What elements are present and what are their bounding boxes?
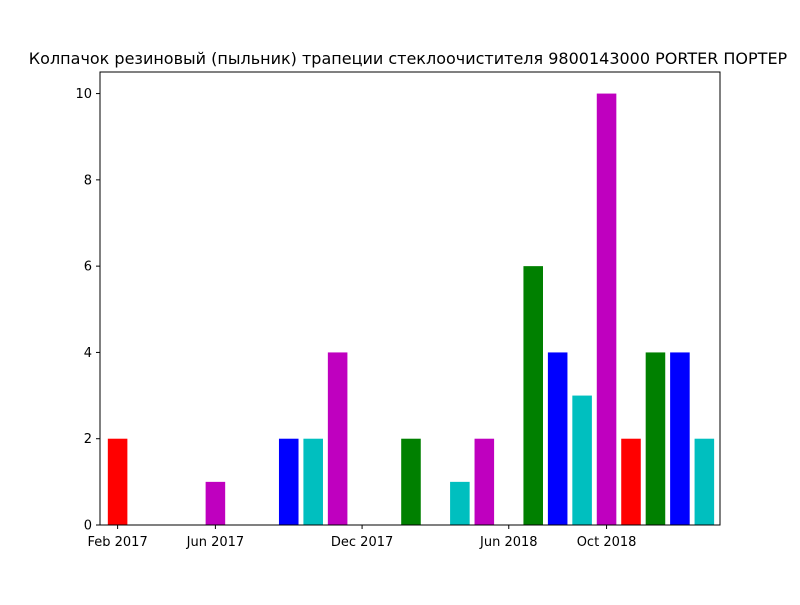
y-tick-label: 10 [75,87,92,102]
bar-2018-02-01 [401,438,421,525]
bar-2018-05-01 [474,438,495,525]
bar-2018-11-01 [621,438,641,525]
x-tick-label: Dec 2017 [331,535,393,550]
chart-title: Колпачок резиновый (пыльник) трапеции ст… [29,49,788,68]
bar-2019-01-01 [670,352,690,525]
y-tick-label: 2 [84,432,92,447]
bar-2017-09-01 [278,438,299,525]
bar-2018-09-01 [572,395,592,525]
y-tick-label: 8 [84,173,92,188]
bar-2018-12-01 [645,352,666,525]
bar-2017-02-01 [107,438,128,525]
x-tick-label: Feb 2017 [87,535,147,550]
bar-2018-04-01 [450,481,470,525]
axes-layer: 0 2 4 6 8 10 Feb 2017 Jun 2017 Dec 2017 Jun 2018 O… [75,87,636,550]
bar-2017-06-01 [205,481,226,525]
bar-2017-10-01 [303,438,323,525]
bar-2018-08-01 [547,352,568,525]
x-tick-label: Jun 2017 [186,535,245,550]
x-tick-label: Jun 2018 [479,535,538,550]
y-tick-label: 0 [84,519,92,534]
bar-2019-02-01 [694,438,715,525]
plot-frame [99,71,721,526]
y-tick-label: 6 [84,260,92,275]
bar-2017-11-01 [327,352,348,525]
y-tick-label: 4 [84,346,92,361]
bar-2018-10-01 [596,93,617,525]
bar-2018-07-01 [523,266,543,525]
bars-layer [107,93,715,525]
x-tick-label: Oct 2018 [577,535,637,550]
